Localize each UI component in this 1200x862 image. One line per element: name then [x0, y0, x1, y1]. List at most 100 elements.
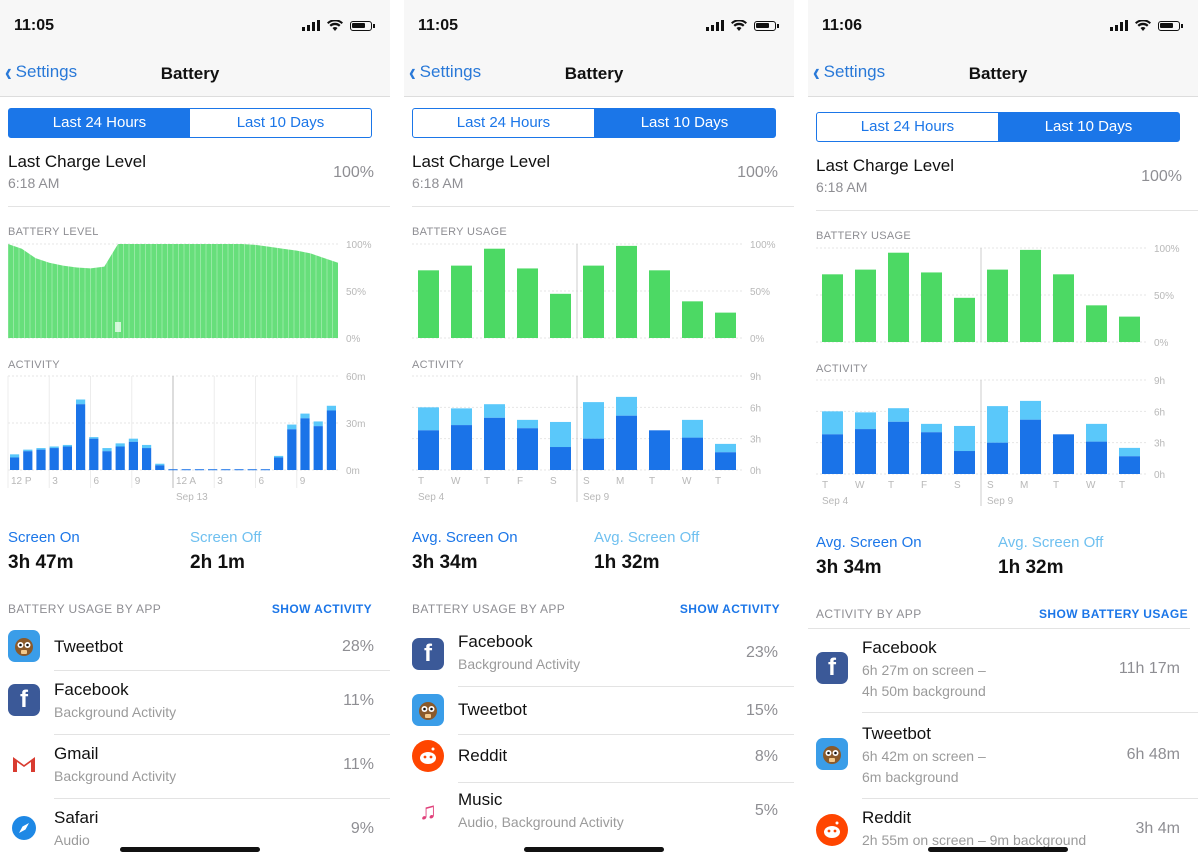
x-tick-label: W	[682, 476, 692, 487]
last-charge-row: Last Charge Level 6:18 AM 100%	[412, 152, 778, 191]
app-name: Tweetbot	[54, 637, 123, 656]
tweetbot-icon	[412, 694, 444, 726]
x-tick-label: M	[1020, 480, 1028, 491]
activity-bar-on	[62, 446, 72, 470]
list-item[interactable]: f Facebook 6h 27m on screen – 4h 50m bac…	[816, 638, 1198, 704]
usage-bar	[1020, 249, 1041, 342]
battery-icon	[754, 20, 779, 31]
facebook-icon: f	[816, 652, 848, 684]
list-item[interactable]: Reddit 2h 55m on screen – 9m background …	[816, 808, 1198, 854]
date-label: Sep 4	[822, 496, 849, 507]
activity-bar-off	[451, 408, 472, 426]
activity-bar-on	[1086, 441, 1107, 474]
home-indicator[interactable]	[928, 847, 1068, 852]
activity-bar-off	[855, 412, 876, 430]
screen-on-label: Screen On	[8, 529, 80, 546]
activity-bar-on	[649, 430, 670, 470]
app-desc: 6h 42m on screen –	[862, 748, 986, 764]
home-indicator[interactable]	[524, 847, 664, 852]
y-tick-label: 3h	[750, 435, 761, 446]
page-title: Battery	[968, 64, 1028, 83]
avg-screen-on-label: Avg. Screen On	[412, 529, 518, 546]
list-item[interactable]: Tweetbot 28%	[8, 630, 390, 670]
tab-last-10-days[interactable]: Last 10 Days	[236, 114, 325, 131]
tab-last-24-hours[interactable]: Last 24 Hours	[9, 109, 190, 137]
activity-bar-off	[300, 413, 310, 419]
battery-level-title: BATTERY LEVEL	[8, 226, 99, 238]
activity-bar-on	[954, 451, 975, 474]
app-desc: 2h 55m on screen – 9m background	[862, 832, 1087, 848]
date-label: Sep 9	[987, 496, 1014, 507]
back-button[interactable]: ‹ Settings	[408, 59, 481, 85]
y-tick-label: 0%	[1154, 338, 1169, 349]
app-value: 8%	[754, 748, 778, 765]
show-activity-link[interactable]: SHOW ACTIVITY	[271, 602, 372, 616]
date-label: Sep 4	[418, 492, 445, 503]
divider	[412, 206, 794, 207]
avg-screen-off-value: 1h 32m	[998, 557, 1064, 578]
x-tick-label: F	[921, 480, 927, 491]
x-tick-label: W	[1086, 480, 1096, 491]
list-item[interactable]: f Facebook Background Activity 11%	[8, 680, 390, 726]
activity-bar-on	[234, 469, 244, 471]
app-name: Reddit	[862, 808, 912, 827]
battery-usage-chart: 100% 50% 0%	[816, 244, 1180, 349]
list-item[interactable]: ♫ Music Audio, Background Activity 5%	[412, 790, 794, 836]
back-button[interactable]: ‹ Settings	[812, 59, 885, 85]
tab-last-10-days[interactable]: Last 10 Days	[998, 113, 1179, 141]
tab-last-24-hours[interactable]: Last 24 Hours	[456, 114, 551, 131]
y-tick-label: 30m	[346, 419, 365, 430]
activity-bar-off	[1086, 423, 1107, 442]
activity-bar-off	[102, 448, 112, 452]
usage-bar	[451, 265, 472, 338]
usage-bar	[418, 270, 439, 338]
list-item[interactable]: Gmail Background Activity 11%	[8, 744, 390, 790]
y-tick-label: 100%	[1154, 244, 1180, 255]
last-charge-label: Last Charge Level	[8, 152, 146, 171]
activity-chart: 9h 6h 3h 0h T W T F S S M T W T Sep 4 Sep 9	[412, 372, 761, 503]
last-charge-time: 6:18 AM	[8, 175, 60, 191]
screen-last-24-hours: 11:05 ‹ Settings Battery Last 24 Hours La…	[0, 0, 390, 862]
wifi-icon	[327, 20, 343, 31]
back-button[interactable]: ‹ Settings	[4, 59, 77, 85]
usage-bar	[484, 248, 505, 338]
tab-last-24-hours[interactable]: Last 24 Hours	[860, 118, 955, 135]
x-tick-label: 6	[94, 476, 100, 487]
x-tick-label: 9	[300, 476, 306, 487]
app-name: Tweetbot	[458, 700, 527, 719]
activity-bar-on	[142, 448, 152, 470]
list-item[interactable]: Safari Audio 9%	[8, 808, 390, 854]
activity-bar-on	[1119, 456, 1140, 474]
list-item[interactable]: f Facebook Background Activity 23%	[412, 632, 794, 678]
x-tick-label: 3	[52, 476, 58, 487]
activity-bar-on	[260, 469, 270, 471]
nav-bar: ‹ Settings Battery	[808, 50, 1198, 97]
usage-bar	[682, 301, 703, 338]
x-tick-label: T	[484, 476, 490, 487]
nav-bar: ‹ Settings Battery	[404, 50, 794, 97]
activity-bar-on	[76, 404, 86, 470]
avg-screen-off-label: Avg. Screen Off	[594, 529, 700, 546]
usage-bar	[517, 268, 538, 338]
usage-bar	[649, 270, 670, 338]
divider	[458, 734, 794, 735]
activity-bar-off	[142, 444, 152, 449]
activity-bar-on	[49, 448, 59, 470]
list-item[interactable]: Reddit 8%	[412, 740, 794, 776]
y-tick-label: 0%	[750, 334, 765, 345]
x-tick-label: S	[987, 480, 994, 491]
y-tick-label: 50%	[750, 287, 770, 298]
segmented-control: Last 24 Hours Last 10 Days	[412, 108, 776, 138]
tab-last-10-days[interactable]: Last 10 Days	[594, 109, 775, 137]
home-indicator[interactable]	[120, 847, 260, 852]
y-tick-label: 6h	[750, 403, 761, 414]
list-item[interactable]: Tweetbot 15%	[412, 694, 794, 730]
list-item[interactable]: Tweetbot 6h 42m on screen – 6m backgroun…	[816, 724, 1198, 790]
last-charge-value: 100%	[737, 164, 778, 181]
show-battery-usage-link[interactable]: SHOW BATTERY USAGE	[1039, 607, 1188, 621]
activity-bar-on	[1053, 434, 1074, 474]
app-name: Tweetbot	[862, 724, 931, 743]
activity-bar-off	[49, 446, 59, 449]
show-activity-link[interactable]: SHOW ACTIVITY	[679, 602, 780, 616]
x-tick-label: T	[1119, 480, 1125, 491]
